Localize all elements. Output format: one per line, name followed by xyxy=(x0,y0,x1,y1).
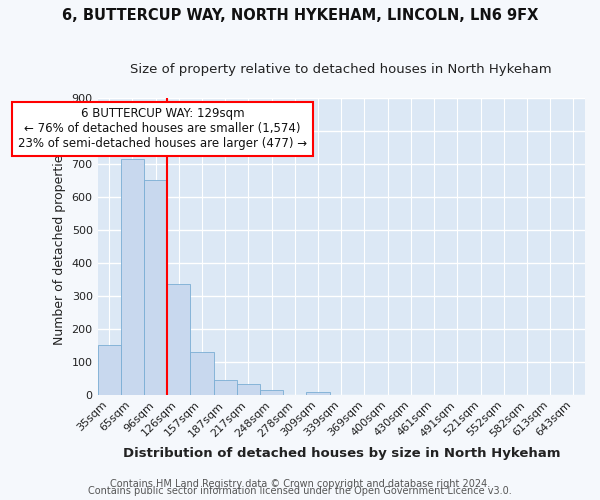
Bar xyxy=(144,180,167,395)
Text: 6, BUTTERCUP WAY, NORTH HYKEHAM, LINCOLN, LN6 9FX: 6, BUTTERCUP WAY, NORTH HYKEHAM, LINCOLN… xyxy=(62,8,538,22)
X-axis label: Distribution of detached houses by size in North Hykeham: Distribution of detached houses by size … xyxy=(122,447,560,460)
Bar xyxy=(214,380,237,395)
Bar xyxy=(260,390,283,395)
Bar xyxy=(237,384,260,395)
Bar xyxy=(98,346,121,395)
Bar xyxy=(121,158,144,395)
Bar xyxy=(307,392,329,395)
Y-axis label: Number of detached properties: Number of detached properties xyxy=(53,148,66,344)
Title: Size of property relative to detached houses in North Hykeham: Size of property relative to detached ho… xyxy=(130,62,552,76)
Text: 6 BUTTERCUP WAY: 129sqm
← 76% of detached houses are smaller (1,574)
23% of semi: 6 BUTTERCUP WAY: 129sqm ← 76% of detache… xyxy=(18,108,307,150)
Text: Contains HM Land Registry data © Crown copyright and database right 2024.: Contains HM Land Registry data © Crown c… xyxy=(110,479,490,489)
Bar xyxy=(167,284,190,395)
Bar xyxy=(190,352,214,395)
Text: Contains public sector information licensed under the Open Government Licence v3: Contains public sector information licen… xyxy=(88,486,512,496)
